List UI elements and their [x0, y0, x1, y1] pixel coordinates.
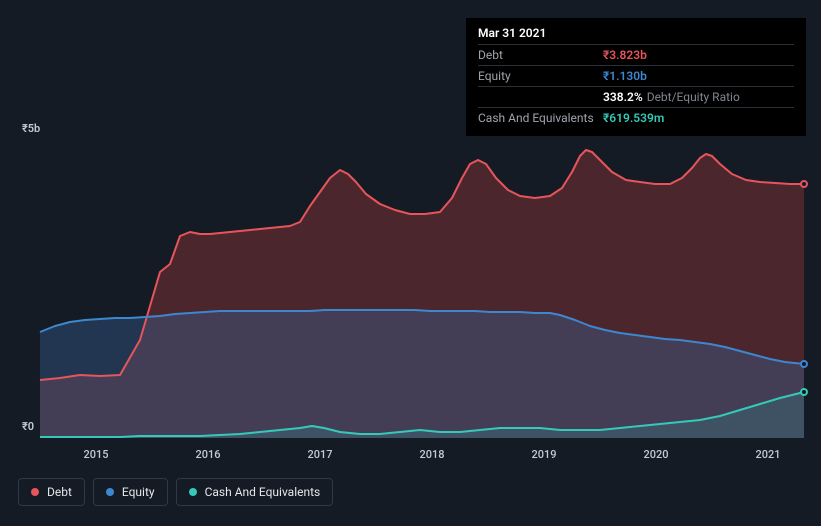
x-axis-label: 2015: [83, 448, 108, 461]
y-axis-label: ₹0: [22, 420, 34, 433]
tooltip-row: Cash And Equivalents₹619.539m: [478, 107, 794, 128]
tooltip-row: 338.2%Debt/Equity Ratio: [478, 86, 794, 107]
legend-item-label: Cash And Equivalents: [205, 485, 321, 499]
tooltip-date: Mar 31 2021: [478, 26, 794, 44]
tooltip-row-label: Cash And Equivalents: [478, 111, 603, 125]
legend-dot-icon: [189, 488, 197, 496]
x-axis-label: 2018: [419, 448, 444, 461]
tooltip-row-value: ₹1.130b: [603, 69, 647, 83]
x-axis-label: 2020: [643, 448, 668, 461]
chart-legend: Debt Equity Cash And Equivalents: [18, 478, 333, 506]
legend-item-label: Equity: [122, 485, 155, 499]
tooltip-row-sublabel: Debt/Equity Ratio: [647, 90, 740, 104]
legend-item-label: Debt: [47, 485, 72, 499]
series-end-marker: [800, 360, 808, 368]
tooltip-row-value: 338.2%Debt/Equity Ratio: [603, 90, 740, 104]
chart-tooltip: Mar 31 2021 Debt₹3.823bEquity₹1.130b338.…: [466, 18, 806, 136]
x-axis-label: 2019: [531, 448, 556, 461]
tooltip-row-value: ₹619.539m: [603, 111, 664, 125]
tooltip-row: Debt₹3.823b: [478, 44, 794, 65]
tooltip-row: Equity₹1.130b: [478, 65, 794, 86]
x-axis-label: 2017: [307, 448, 332, 461]
legend-item-cash-and-equivalents[interactable]: Cash And Equivalents: [176, 478, 334, 506]
legend-item-debt[interactable]: Debt: [18, 478, 85, 506]
tooltip-row-label: Debt: [478, 48, 603, 62]
series-end-marker: [800, 180, 808, 188]
legend-dot-icon: [106, 488, 114, 496]
tooltip-row-label: Equity: [478, 69, 603, 83]
legend-item-equity[interactable]: Equity: [93, 478, 168, 506]
tooltip-row-value: ₹3.823b: [603, 48, 647, 62]
tooltip-row-label: [478, 90, 603, 104]
x-axis-label: 2016: [195, 448, 220, 461]
legend-dot-icon: [31, 488, 39, 496]
y-axis-label: ₹5b: [22, 122, 40, 135]
series-end-marker: [800, 388, 808, 396]
x-axis-label: 2021: [755, 448, 780, 461]
